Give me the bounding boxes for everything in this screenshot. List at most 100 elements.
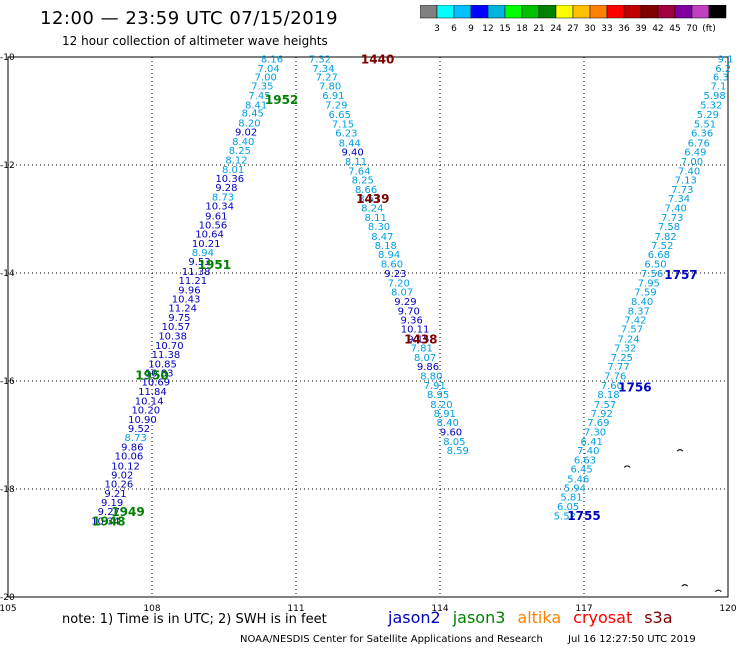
wave-height-value: 5.94 bbox=[564, 483, 586, 494]
wave-height-value: 6.50 bbox=[644, 259, 666, 270]
pass-time-label: 1950 bbox=[135, 369, 168, 383]
wave-height-value: 7.40 bbox=[577, 446, 599, 457]
wave-height-value: 7.24 bbox=[618, 334, 640, 345]
wave-height-value: 10.06 bbox=[115, 452, 144, 463]
latitude-label: -16 bbox=[0, 377, 15, 387]
colorbar-label: 30 bbox=[584, 24, 596, 34]
colorbar-label: 9 bbox=[468, 24, 474, 34]
wave-height-value: 9.1 bbox=[718, 55, 734, 66]
footer-note: note: 1) Time is in UTC; 2) SWH is in fe… bbox=[62, 612, 327, 627]
wave-height-value: 10.14 bbox=[135, 397, 164, 408]
colorbar-label: 15 bbox=[499, 24, 510, 34]
wave-height-value: 9.29 bbox=[394, 297, 416, 308]
map-subtitle: 12 hour collection of altimeter wave hei… bbox=[62, 34, 328, 48]
wave-height-value: 8.40 bbox=[232, 137, 254, 148]
wave-height-value: 6.68 bbox=[648, 250, 670, 261]
wave-height-value: 7.27 bbox=[316, 73, 338, 84]
wave-height-value: 5.32 bbox=[700, 101, 722, 112]
colorbar-label: 12 bbox=[482, 24, 493, 34]
wave-height-value: 8.37 bbox=[628, 306, 650, 317]
colorbar-label: 3 bbox=[434, 24, 440, 34]
wave-height-value: 10.38 bbox=[158, 332, 187, 343]
pass-time-label: 1952 bbox=[265, 93, 298, 107]
colorbar-label: 24 bbox=[550, 24, 562, 34]
wave-height-value: 8.24 bbox=[361, 204, 383, 215]
pass-time-label: 1439 bbox=[356, 192, 389, 206]
wave-height-value: 6.2 bbox=[715, 64, 731, 75]
wave-height-value: 6.3 bbox=[713, 73, 729, 84]
wave-height-value: 10.11 bbox=[401, 325, 430, 336]
wave-height-value: 8.16 bbox=[261, 55, 283, 66]
wave-height-value: 7.00 bbox=[681, 157, 703, 168]
wave-height-value: 9.52 bbox=[128, 424, 150, 435]
wave-height-value: 11.38 bbox=[182, 267, 211, 278]
wave-height-value: 6.76 bbox=[688, 138, 710, 149]
legend-item-s3a: s3a bbox=[644, 608, 673, 627]
coastline-fragment bbox=[715, 589, 722, 592]
wave-height-value: 6.41 bbox=[581, 437, 603, 448]
wave-height-value: 8.12 bbox=[225, 156, 247, 167]
wave-height-value: 7.34 bbox=[312, 64, 334, 75]
wave-height-value: 5.29 bbox=[697, 110, 719, 121]
wave-height-value: 7.20 bbox=[388, 278, 410, 289]
latitude-label: -18 bbox=[0, 485, 15, 495]
wave-height-value: 11.21 bbox=[178, 276, 207, 287]
wave-height-value: 7.73 bbox=[671, 185, 693, 196]
wave-height-value: 6.23 bbox=[335, 129, 357, 140]
wave-height-value: 8.18 bbox=[597, 390, 619, 401]
wave-height-value: 6.45 bbox=[570, 465, 592, 476]
wave-height-value: 5.81 bbox=[560, 493, 582, 504]
wave-height-value: 9.27 bbox=[98, 507, 120, 518]
map-frame bbox=[7, 56, 729, 598]
wave-height-value: 7.80 bbox=[319, 82, 341, 93]
wave-height-value: 7.32 bbox=[309, 55, 331, 66]
colorbar-label: (ft) bbox=[702, 24, 716, 34]
wave-height-value: 8.07 bbox=[414, 353, 436, 364]
colorbar-label: 27 bbox=[567, 24, 578, 34]
wave-height-value: 8.11 bbox=[365, 213, 387, 224]
wave-height-value: 7.40 bbox=[665, 204, 687, 215]
wave-height-value: 6.91 bbox=[322, 91, 344, 102]
wave-height-value: 9.23 bbox=[384, 269, 406, 280]
wave-height-value: 8.41 bbox=[245, 101, 267, 112]
wave-height-value: 9.28 bbox=[215, 183, 237, 194]
wave-height-value: 10.43 bbox=[172, 294, 201, 305]
latitude-label: -20 bbox=[0, 593, 15, 603]
wave-height-value: 8.01 bbox=[222, 165, 244, 176]
legend-item-jason2: jason2 bbox=[388, 608, 441, 627]
wave-height-value: 7.95 bbox=[638, 278, 660, 289]
wave-height-value: 7.76 bbox=[604, 372, 626, 383]
wave-height-value: 10.34 bbox=[91, 516, 120, 527]
wave-height-value: 9.75 bbox=[168, 313, 190, 324]
pass-time-label: 1949 bbox=[111, 505, 144, 519]
wave-height-value: 9.19 bbox=[101, 498, 123, 509]
wave-height-value: 9.86 bbox=[121, 442, 143, 453]
wave-height-value: 7.91 bbox=[424, 381, 446, 392]
wave-height-value: 8.59 bbox=[447, 446, 469, 457]
colorbar-label: 33 bbox=[601, 24, 612, 34]
wave-height-value: 9.96 bbox=[178, 285, 200, 296]
credit-text: NOAA/NESDIS Center for Satellite Applica… bbox=[240, 634, 543, 645]
wave-height-value: 6.65 bbox=[329, 110, 351, 121]
wave-height-value: 8.25 bbox=[229, 146, 251, 157]
wave-height-value: 7.58 bbox=[658, 222, 680, 233]
wave-height-value: 7.56 bbox=[641, 269, 663, 280]
colorbar-label: 6 bbox=[451, 24, 457, 34]
wave-height-value: 7.25 bbox=[611, 353, 633, 364]
wave-height-value: 5.46 bbox=[567, 474, 589, 485]
wave-height-value: 8.25 bbox=[352, 176, 374, 187]
pass-time-label: 1756 bbox=[618, 380, 651, 394]
longitude-label: 105 bbox=[0, 604, 17, 614]
wave-height-value: 7.59 bbox=[634, 287, 656, 298]
wave-height-value: 10.20 bbox=[131, 406, 160, 417]
wave-height-value: 6.49 bbox=[684, 148, 706, 159]
wave-height-value: 9.70 bbox=[398, 306, 420, 317]
wave-height-value: 7.29 bbox=[325, 101, 347, 112]
wave-height-value: 7.57 bbox=[594, 400, 616, 411]
wave-height-value: 8.20 bbox=[238, 118, 260, 129]
wave-height-value: 8.11 bbox=[345, 157, 367, 168]
wave-height-value: 7.57 bbox=[621, 325, 643, 336]
wave-height-value: 10.64 bbox=[195, 230, 224, 241]
wave-height-value: 9.53 bbox=[188, 257, 210, 268]
longitude-label: 111 bbox=[287, 604, 304, 614]
